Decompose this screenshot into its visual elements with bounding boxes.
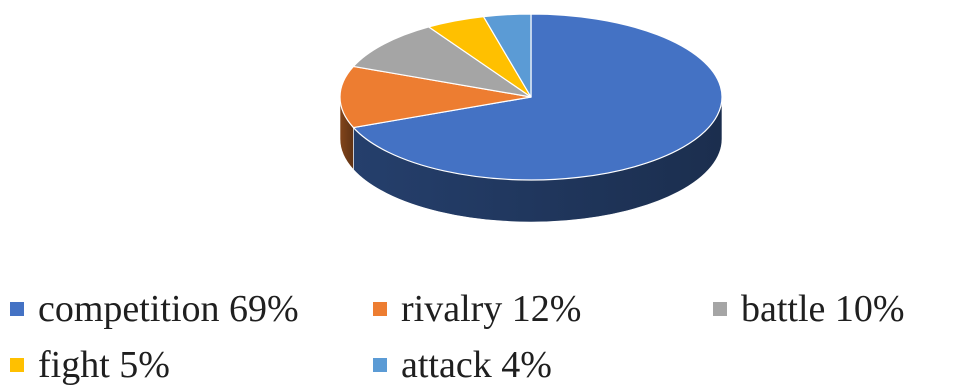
pie-slices [339, 13, 723, 181]
pie-slice-competition [352, 13, 723, 181]
pie-slice-battle [352, 26, 532, 98]
pie-slice-rivalry [339, 65, 532, 129]
pie-slice-attack [482, 13, 532, 98]
